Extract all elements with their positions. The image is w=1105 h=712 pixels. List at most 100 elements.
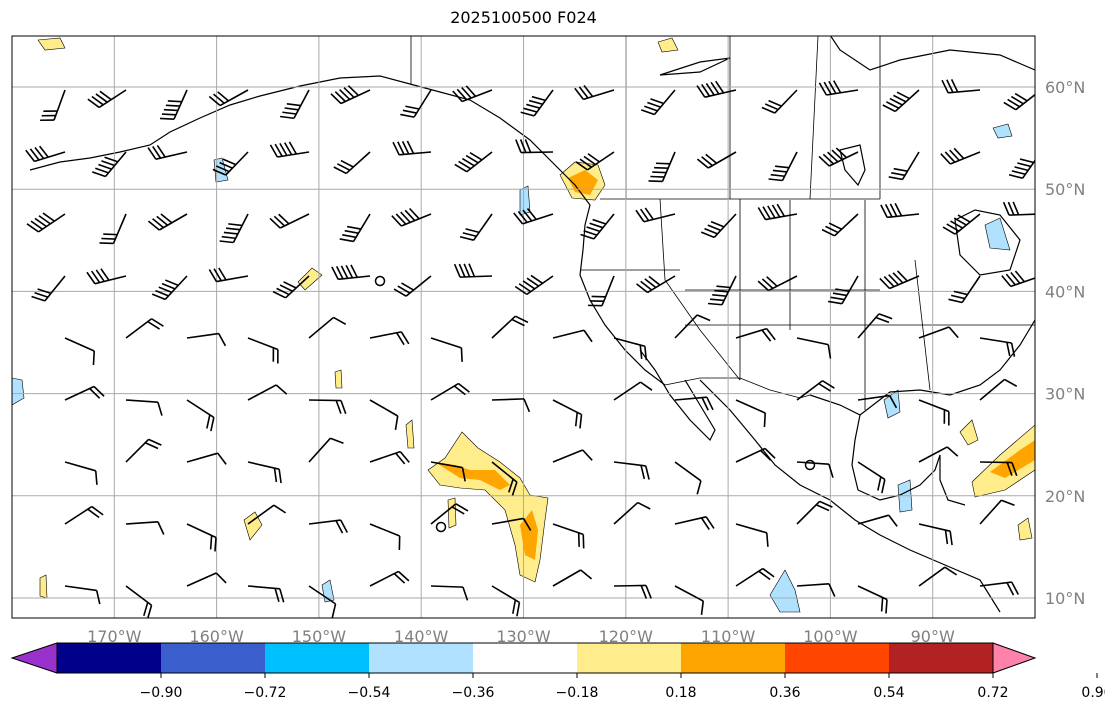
wind-barb: [1002, 201, 1035, 216]
wind-barb: [1041, 514, 1080, 526]
colorbar-segment: [889, 643, 994, 673]
wind-barb: [186, 523, 217, 552]
wind-barb: [369, 331, 410, 346]
wind-barb: [186, 332, 227, 347]
wind-barb: [735, 447, 776, 463]
wind-barbs: [25, 78, 1080, 618]
wind-barb: [453, 263, 493, 278]
wind-barb: [613, 337, 648, 361]
wind-barb: [515, 139, 554, 154]
wind-barb: [391, 207, 432, 227]
wind-barb: [208, 89, 249, 107]
colorbar-segment: [473, 643, 578, 673]
wind-barb: [186, 572, 227, 587]
colorbar-segment: [57, 643, 162, 673]
wind-barb: [857, 585, 888, 614]
wind-barb: [247, 504, 287, 525]
wind-barb: [308, 399, 347, 415]
wind-barb: [979, 499, 1015, 525]
lat-label: 60°N: [1045, 78, 1085, 97]
wind-barb: [151, 275, 188, 301]
colorbar-tick-label: 0.54: [873, 685, 904, 701]
wind-barb: [393, 275, 432, 297]
coastlines: [29, 36, 1035, 613]
wind-barb: [796, 337, 832, 359]
wind-barb: [331, 264, 371, 281]
wind-barb: [879, 270, 920, 290]
wind-barb: [828, 275, 859, 305]
wind-barb: [513, 208, 554, 225]
wind-barb: [514, 274, 554, 296]
wind-barb: [857, 313, 893, 339]
lat-label: 40°N: [1045, 282, 1085, 301]
wind-barb: [821, 213, 859, 237]
colorbar-tick-label: −0.18: [556, 685, 599, 701]
lon-label: 110°W: [701, 627, 756, 646]
wind-barb: [574, 84, 615, 101]
wind-barb: [757, 275, 798, 292]
map-title: 2025100500 F024: [450, 8, 597, 27]
wind-barb: [369, 450, 410, 465]
wind-barb: [918, 399, 950, 426]
wind-barb: [552, 399, 583, 429]
wind-barb: [918, 446, 959, 463]
colorbar-extend-high: [992, 642, 1037, 674]
wind-barb: [186, 399, 215, 432]
colorbar-tick-label: 0.36: [769, 685, 800, 701]
wind-barb: [1041, 338, 1066, 371]
wind-barb: [64, 585, 101, 605]
wind-barb: [674, 585, 705, 616]
lon-label: 170°W: [87, 627, 142, 646]
wind-barb: [219, 213, 249, 244]
wind-barb: [735, 523, 769, 547]
colorbar-extend-low: [10, 642, 58, 674]
wind-barb: [272, 275, 310, 299]
wind-barb: [979, 581, 1019, 596]
wind-barb: [147, 144, 188, 160]
calm-wind-circle: [435, 521, 447, 533]
wind-barb: [269, 141, 310, 158]
wind-barb: [369, 523, 401, 551]
wind-barb: [452, 85, 493, 103]
wind-barb: [640, 89, 676, 116]
lon-label: 100°W: [803, 627, 858, 646]
longitude-labels: 170°W 160°W 150°W 140°W 130°W 120°W 110°W 100°W…: [87, 627, 955, 646]
wind-barb: [552, 449, 593, 463]
contour-positive: [990, 440, 1035, 478]
wind-barb: [430, 382, 470, 401]
contour-positive: [435, 462, 510, 490]
wind-barb: [768, 151, 798, 182]
wind-barb: [186, 452, 227, 465]
wind-barb: [880, 202, 920, 219]
wind-barb: [575, 151, 615, 171]
wind-barb: [1001, 270, 1035, 288]
wind-barb: [392, 140, 432, 156]
wind-barb: [454, 151, 493, 173]
colorbar-segment: [681, 643, 786, 673]
lon-label: 160°W: [189, 627, 244, 646]
wind-barb: [796, 461, 834, 478]
wind-barb: [40, 89, 66, 122]
lon-label: 90°W: [911, 627, 955, 646]
wind-barb: [674, 396, 714, 411]
wind-barb: [761, 89, 798, 114]
wind-barb: [636, 275, 676, 294]
colorbar-tick-label: 0.18: [665, 685, 696, 701]
wind-barb: [674, 461, 702, 495]
wind-barb: [857, 461, 886, 494]
wind-barb: [339, 213, 371, 243]
wind-barb: [25, 145, 66, 163]
wind-barb: [735, 567, 775, 587]
wind-barb: [491, 585, 521, 617]
wind-barb: [64, 337, 96, 366]
wind-barb: [247, 384, 288, 401]
wind-barb: [459, 213, 493, 241]
wind-barb: [491, 461, 518, 496]
wind-barb: [979, 337, 1016, 357]
wind-barb: [212, 151, 249, 176]
lon-label: 150°W: [292, 627, 347, 646]
wind-barb: [125, 438, 162, 463]
colorbar-tick-label: −0.36: [452, 685, 495, 701]
wind-barb: [520, 89, 554, 117]
wind-barb: [430, 461, 466, 482]
